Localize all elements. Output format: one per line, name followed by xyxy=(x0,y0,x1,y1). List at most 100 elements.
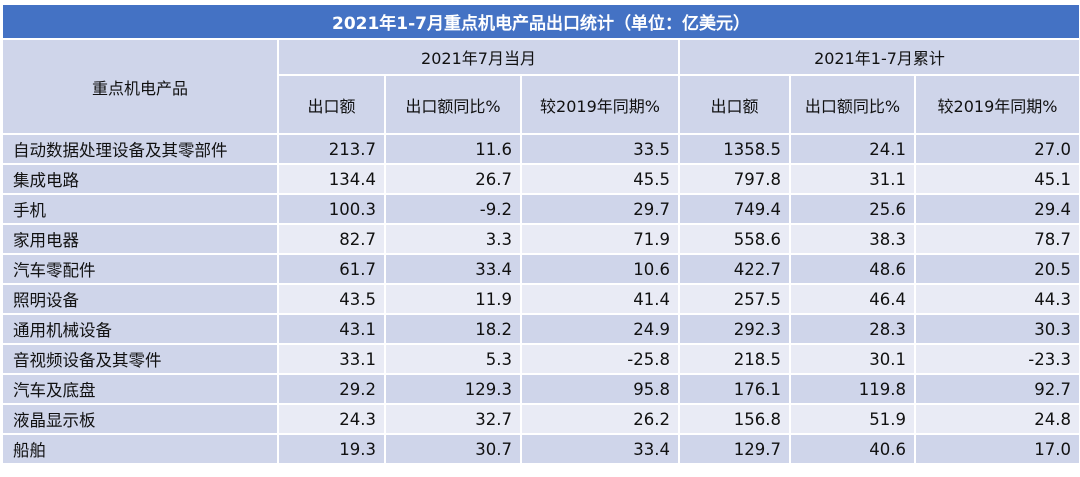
value-cell: 257.5 xyxy=(680,285,791,315)
value-cell: 558.6 xyxy=(680,225,791,255)
value-cell: 292.3 xyxy=(680,315,791,345)
value-cell: 31.1 xyxy=(791,165,916,195)
sub-header-yoy: 出口额同比% xyxy=(791,76,916,135)
sub-header-export: 出口额 xyxy=(279,76,386,135)
value-cell: 100.3 xyxy=(279,195,386,225)
product-column-header: 重点机电产品 xyxy=(3,40,279,135)
value-cell: -23.3 xyxy=(916,345,1079,375)
product-name-cell: 液晶显示板 xyxy=(3,405,279,435)
value-cell: 30.7 xyxy=(386,435,522,465)
value-cell: 213.7 xyxy=(279,135,386,165)
sub-header-yoy: 出口额同比% xyxy=(386,76,522,135)
value-cell: 33.4 xyxy=(386,255,522,285)
table-title: 2021年1-7月重点机电产品出口统计（单位：亿美元） xyxy=(3,5,1079,40)
value-cell: 95.8 xyxy=(522,375,680,405)
value-cell: 129.3 xyxy=(386,375,522,405)
product-name-cell: 照明设备 xyxy=(3,285,279,315)
month-group-header: 2021年7月当月 xyxy=(279,40,680,76)
value-cell: 43.1 xyxy=(279,315,386,345)
product-name-cell: 手机 xyxy=(3,195,279,225)
value-cell: 46.4 xyxy=(791,285,916,315)
table-body: 2021年1-7月重点机电产品出口统计（单位：亿美元） 重点机电产品 2021年… xyxy=(3,5,1079,465)
value-cell: 19.3 xyxy=(279,435,386,465)
value-cell: 26.7 xyxy=(386,165,522,195)
value-cell: 41.4 xyxy=(522,285,680,315)
value-cell: 43.5 xyxy=(279,285,386,315)
value-cell: 24.9 xyxy=(522,315,680,345)
table-row: 船舶 19.3 30.7 33.4 129.7 40.6 17.0 xyxy=(3,435,1079,465)
value-cell: 5.3 xyxy=(386,345,522,375)
value-cell: 20.5 xyxy=(916,255,1079,285)
value-cell: 44.3 xyxy=(916,285,1079,315)
value-cell: 24.1 xyxy=(791,135,916,165)
value-cell: 40.6 xyxy=(791,435,916,465)
value-cell: 176.1 xyxy=(680,375,791,405)
value-cell: 33.5 xyxy=(522,135,680,165)
product-name-cell: 音视频设备及其零件 xyxy=(3,345,279,375)
value-cell: 45.1 xyxy=(916,165,1079,195)
value-cell: 71.9 xyxy=(522,225,680,255)
table-row: 家用电器 82.7 3.3 71.9 558.6 38.3 78.7 xyxy=(3,225,1079,255)
value-cell: 92.7 xyxy=(916,375,1079,405)
value-cell: 48.6 xyxy=(791,255,916,285)
value-cell: 61.7 xyxy=(279,255,386,285)
value-cell: 32.7 xyxy=(386,405,522,435)
product-name-cell: 自动数据处理设备及其零部件 xyxy=(3,135,279,165)
table-row: 照明设备 43.5 11.9 41.4 257.5 46.4 44.3 xyxy=(3,285,1079,315)
value-cell: 119.8 xyxy=(791,375,916,405)
value-cell: 3.3 xyxy=(386,225,522,255)
title-row: 2021年1-7月重点机电产品出口统计（单位：亿美元） xyxy=(3,5,1079,40)
export-stats-table: 2021年1-7月重点机电产品出口统计（单位：亿美元） 重点机电产品 2021年… xyxy=(3,5,1079,465)
sub-header-vs2019: 较2019年同期% xyxy=(916,76,1079,135)
value-cell: 26.2 xyxy=(522,405,680,435)
value-cell: 18.2 xyxy=(386,315,522,345)
value-cell: 1358.5 xyxy=(680,135,791,165)
value-cell: 30.1 xyxy=(791,345,916,375)
value-cell: 797.8 xyxy=(680,165,791,195)
table-row: 自动数据处理设备及其零部件 213.7 11.6 33.5 1358.5 24.1 27.0 xyxy=(3,135,1079,165)
value-cell: 218.5 xyxy=(680,345,791,375)
value-cell: 38.3 xyxy=(791,225,916,255)
value-cell: 422.7 xyxy=(680,255,791,285)
value-cell: 82.7 xyxy=(279,225,386,255)
value-cell: 28.3 xyxy=(791,315,916,345)
value-cell: -9.2 xyxy=(386,195,522,225)
value-cell: 33.4 xyxy=(522,435,680,465)
value-cell: 749.4 xyxy=(680,195,791,225)
value-cell: 29.4 xyxy=(916,195,1079,225)
table-row: 汽车零配件 61.7 33.4 10.6 422.7 48.6 20.5 xyxy=(3,255,1079,285)
value-cell: 24.3 xyxy=(279,405,386,435)
value-cell: 11.6 xyxy=(386,135,522,165)
group-header-row: 重点机电产品 2021年7月当月 2021年1-7月累计 xyxy=(3,40,1079,135)
sub-header-vs2019: 较2019年同期% xyxy=(522,76,680,135)
product-name-cell: 家用电器 xyxy=(3,225,279,255)
sub-header-row: 出口额 出口额同比% 较2019年同期% 出口额 出口额同比% 较2019年同期… xyxy=(3,76,1079,135)
product-name-cell: 汽车及底盘 xyxy=(3,375,279,405)
value-cell: 10.6 xyxy=(522,255,680,285)
value-cell: 27.0 xyxy=(916,135,1079,165)
product-name-cell: 通用机械设备 xyxy=(3,315,279,345)
value-cell: 78.7 xyxy=(916,225,1079,255)
value-cell: 129.7 xyxy=(680,435,791,465)
value-cell: 51.9 xyxy=(791,405,916,435)
table-row: 液晶显示板 24.3 32.7 26.2 156.8 51.9 24.8 xyxy=(3,405,1079,435)
sub-header-export: 出口额 xyxy=(680,76,791,135)
table-row: 集成电路 134.4 26.7 45.5 797.8 31.1 45.1 xyxy=(3,165,1079,195)
product-name-cell: 汽车零配件 xyxy=(3,255,279,285)
value-cell: 30.3 xyxy=(916,315,1079,345)
table-row: 音视频设备及其零件 33.1 5.3 -25.8 218.5 30.1 -23.3 xyxy=(3,345,1079,375)
value-cell: 156.8 xyxy=(680,405,791,435)
value-cell: 11.9 xyxy=(386,285,522,315)
table-row: 汽车及底盘 29.2 129.3 95.8 176.1 119.8 92.7 xyxy=(3,375,1079,405)
value-cell: 25.6 xyxy=(791,195,916,225)
cumulative-group-header: 2021年1-7月累计 xyxy=(680,40,1079,76)
value-cell: -25.8 xyxy=(522,345,680,375)
value-cell: 17.0 xyxy=(916,435,1079,465)
table-row: 通用机械设备 43.1 18.2 24.9 292.3 28.3 30.3 xyxy=(3,315,1079,345)
value-cell: 45.5 xyxy=(522,165,680,195)
product-name-cell: 船舶 xyxy=(3,435,279,465)
table-row: 手机 100.3 -9.2 29.7 749.4 25.6 29.4 xyxy=(3,195,1079,225)
value-cell: 134.4 xyxy=(279,165,386,195)
product-name-cell: 集成电路 xyxy=(3,165,279,195)
